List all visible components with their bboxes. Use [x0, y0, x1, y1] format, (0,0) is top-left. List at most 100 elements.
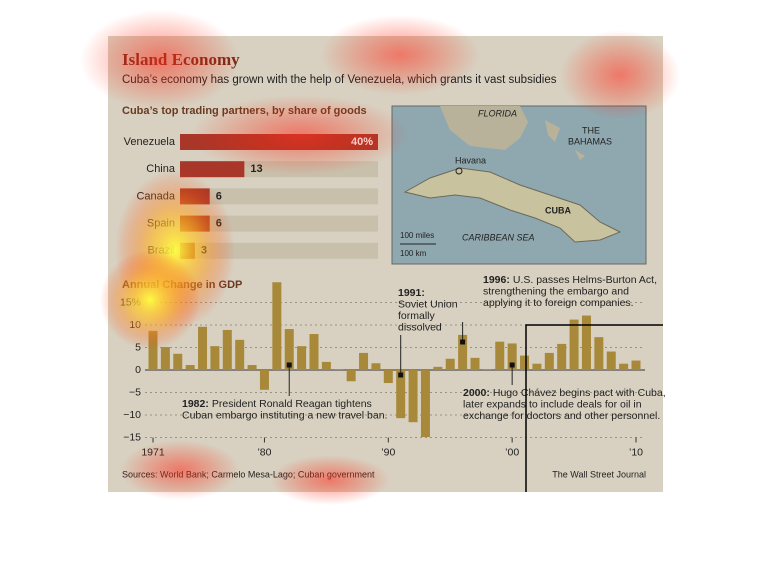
bar	[180, 188, 210, 205]
annotation: 2000: Hugo Chávez begins pact with Cuba, l…	[463, 387, 666, 422]
map-label: 100 km	[400, 249, 427, 258]
annotation-line: exchange for doctors and other personnel…	[463, 410, 660, 422]
bar	[247, 365, 257, 370]
bar	[297, 346, 307, 370]
bar	[309, 334, 319, 370]
annotation-marker	[286, 362, 292, 368]
bar	[383, 370, 393, 384]
annotation-line: applying it to foreign companies.	[483, 297, 634, 309]
bar	[148, 330, 158, 370]
bar	[606, 351, 616, 370]
bar	[557, 343, 567, 370]
annotation-marker	[398, 372, 404, 378]
bar	[371, 363, 381, 370]
bar	[544, 352, 554, 370]
value-label: 13	[250, 163, 262, 175]
x-tick-label: ’90	[381, 446, 395, 458]
category-label: Venezuela	[124, 136, 176, 148]
map-label: CUBA	[545, 205, 571, 215]
bar	[334, 369, 344, 370]
bar	[532, 363, 542, 370]
map-cuba	[403, 167, 622, 243]
value-label: 6	[216, 218, 222, 230]
annotation-line: Soviet Union	[398, 298, 458, 310]
credit: The Wall Street Journal	[552, 469, 646, 479]
sources: Sources: World Bank; Carmelo Mesa-Lago; …	[122, 469, 375, 479]
y-tick-label: 0	[135, 364, 141, 376]
category-label: China	[146, 163, 176, 175]
subtitle: Cuba’s economy has grown with the help o…	[122, 74, 557, 86]
annotation-line: Cuban embargo instituting a new travel b…	[182, 409, 387, 421]
category-label: Canada	[136, 190, 175, 202]
value-label: 40%	[351, 136, 373, 148]
bar	[185, 365, 195, 370]
annotation-line: dissolved	[398, 321, 442, 333]
bar	[210, 346, 220, 370]
bar	[173, 353, 183, 370]
y-tick-label: 5	[135, 341, 141, 353]
bar	[198, 326, 208, 370]
annotation: 1991: Soviet Union formally dissolved	[398, 287, 458, 334]
map-havana-dot	[455, 167, 463, 175]
y-tick-label: −5	[129, 386, 141, 398]
bar	[180, 161, 245, 178]
bar	[520, 355, 530, 370]
map: FLORIDA THE BAHAMAS Havana CUBA CARIBBEA…	[391, 105, 647, 265]
map-florida	[440, 106, 528, 150]
bar	[507, 343, 517, 370]
annotation-line: Hugo Chávez begins pact with Cuba,	[493, 387, 666, 399]
bar	[359, 352, 369, 370]
bar	[581, 315, 591, 370]
y-tick-label: 10	[129, 319, 141, 331]
annotation-line: formally	[398, 310, 436, 322]
map-label: FLORIDA	[478, 108, 517, 118]
y-tick-label: −15	[123, 431, 141, 443]
x-tick-label: ’10	[629, 446, 643, 458]
annotation-marker	[509, 362, 515, 368]
bar	[272, 282, 282, 370]
bar	[180, 134, 378, 150]
x-tick-label: ’80	[257, 446, 271, 458]
bar	[222, 329, 232, 370]
bar	[631, 360, 641, 370]
value-label: 6	[216, 190, 222, 202]
y-tick-label: 15%	[120, 296, 141, 308]
bar	[458, 334, 468, 370]
map-bahamas	[545, 120, 585, 160]
bar	[396, 370, 406, 419]
bar	[482, 369, 492, 370]
annotation-marker	[460, 339, 466, 345]
bar	[594, 337, 604, 370]
map-label: Havana	[455, 155, 486, 165]
x-tick-label: ’00	[505, 446, 519, 458]
category-label: Spain	[147, 218, 175, 230]
x-tick-label: 1971	[141, 446, 165, 458]
bar	[470, 357, 480, 370]
annotation-label: 1996:	[483, 274, 510, 286]
bar	[180, 242, 195, 259]
bar	[495, 341, 505, 370]
bar	[259, 370, 269, 390]
bar	[160, 347, 170, 370]
bar	[284, 329, 294, 370]
annotation-line: U.S. passes Helms-Burton Act,	[513, 274, 657, 286]
bar	[180, 215, 210, 232]
bar	[408, 370, 418, 423]
bar	[346, 370, 356, 382]
annotation-label: 1991:	[398, 287, 425, 299]
category-label: Brazil	[147, 245, 175, 257]
overlay-line	[525, 324, 663, 492]
chart-title: Cuba’s top trading partners, by share of…	[122, 105, 367, 117]
annotation-label: 2000:	[463, 387, 490, 399]
annotation-line: strengthening the embargo and	[483, 285, 629, 297]
title: Island Economy	[122, 50, 240, 69]
annotation: 1996: U.S. passes Helms-Burton Act, streng…	[483, 274, 657, 309]
annotation-label: 1982:	[182, 398, 209, 410]
annotation: 1982: President Ronald Reagan tightens Cub…	[182, 398, 387, 422]
annotation-line: later expands to include deals for oil i…	[463, 398, 642, 410]
map-label: THE	[582, 125, 600, 135]
annotation-line: President Ronald Reagan tightens	[212, 398, 372, 410]
bar	[619, 363, 629, 370]
map-label: BAHAMAS	[568, 136, 612, 146]
